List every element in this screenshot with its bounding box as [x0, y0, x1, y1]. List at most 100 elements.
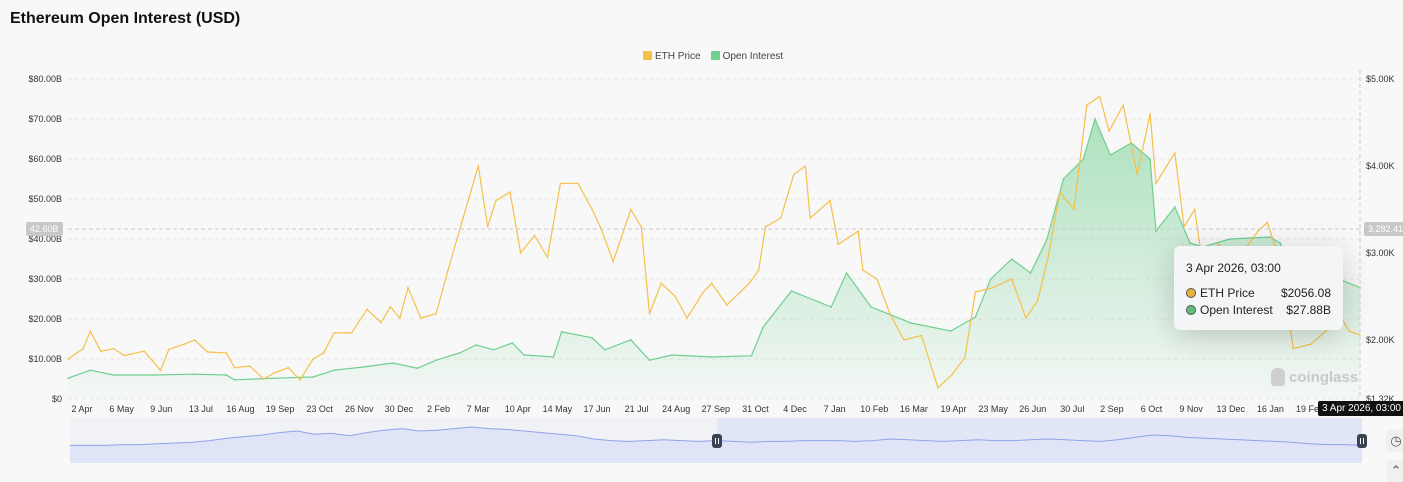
- tooltip: 3 Apr 2026, 03:00 ETH Price $2056.08 Ope…: [1174, 246, 1343, 330]
- y-left-tick-label: $50.00B: [28, 194, 62, 204]
- eth-price-point: [112, 347, 115, 350]
- reset-zoom-button[interactable]: ◷: [1386, 430, 1403, 452]
- eth-price-point: [380, 321, 382, 324]
- eth-price-point: [1108, 130, 1110, 132]
- eth-price-point: [1010, 278, 1013, 280]
- eth-price-point: [757, 269, 760, 272]
- eth-price-point: [206, 351, 209, 353]
- eth-price-point: [477, 165, 480, 167]
- open-interest-point: [845, 272, 848, 274]
- x-tick-label: 16 Jan: [1257, 404, 1284, 414]
- navigator-handle[interactable]: [712, 434, 722, 448]
- x-tick-label: 30 Jul: [1060, 404, 1084, 414]
- open-interest-point: [1173, 206, 1176, 208]
- x-tick-label: 10 Apr: [505, 404, 531, 414]
- y-left-tick-label: $20.00B: [28, 314, 62, 324]
- x-tick-label: 2 Feb: [427, 404, 450, 414]
- open-interest-point: [762, 326, 765, 328]
- eth-price-point: [1309, 343, 1312, 346]
- tooltip-row-eth-price: ETH Price $2056.08: [1186, 286, 1331, 300]
- open-interest-point: [153, 374, 156, 376]
- open-interest-point: [790, 290, 793, 292]
- x-tick-label: 6 Oct: [1141, 404, 1163, 414]
- eth-price-point: [486, 226, 489, 228]
- page-title: Ethereum Open Interest (USD): [10, 10, 241, 27]
- eth-price-point: [937, 386, 939, 389]
- eth-price-point: [1257, 230, 1259, 232]
- x-tick-label: 14 May: [543, 404, 573, 414]
- legend-item-eth-price[interactable]: ETH Price: [643, 51, 701, 62]
- eth-price-point: [764, 226, 767, 228]
- legend-label: ETH Price: [655, 51, 701, 62]
- x-tick-label: 9 Nov: [1179, 404, 1203, 414]
- eth-price-point: [509, 191, 511, 193]
- coinglass-logo-icon: [1271, 368, 1285, 386]
- x-tick-label: 23 May: [978, 404, 1008, 414]
- open-interest-point: [629, 339, 632, 341]
- x-tick-label: 27 Sep: [702, 404, 731, 414]
- open-interest-point: [1046, 238, 1048, 240]
- y-left-tick-label: $10.00B: [28, 354, 62, 364]
- open-interest-point: [435, 359, 437, 362]
- eth-price-point: [1025, 317, 1027, 319]
- eth-price-point: [1348, 330, 1351, 332]
- eth-price-point: [495, 199, 497, 202]
- x-tick-label: 17 Jun: [583, 404, 610, 414]
- y-left-tick-label: $70.00B: [28, 114, 62, 124]
- eth-price-point: [1183, 226, 1185, 228]
- open-interest-point: [989, 278, 992, 280]
- open-interest-point: [1229, 238, 1231, 240]
- eth-price-point: [1086, 104, 1088, 106]
- y-right-tick-label: $4.00K: [1366, 161, 1395, 171]
- eth-price-point: [299, 379, 301, 381]
- eth-price-point: [809, 217, 811, 219]
- x-tick-label: 10 Feb: [860, 404, 888, 414]
- tooltip-row-open-interest: Open Interest $27.88B: [1186, 303, 1331, 317]
- open-interest-point: [552, 356, 555, 358]
- open-interest-point: [604, 349, 606, 351]
- eth-price-point: [876, 278, 878, 280]
- y-right-tick-label: $3.00K: [1366, 248, 1395, 258]
- eth-price-point: [67, 358, 69, 360]
- open-interest-point: [670, 354, 673, 356]
- x-tick-label: 7 Mar: [467, 404, 490, 414]
- x-tick-label: 21 Jul: [625, 404, 649, 414]
- navigator-handle[interactable]: [1357, 434, 1367, 448]
- eth-price-point: [435, 312, 437, 315]
- clock-icon: ◷: [1390, 433, 1402, 448]
- open-interest-point: [1149, 158, 1151, 160]
- x-tick-label: 7 Jan: [824, 404, 846, 414]
- eth-price-point: [1036, 299, 1039, 302]
- eth-price-point: [1359, 334, 1361, 336]
- open-interest-point: [475, 344, 477, 346]
- watermark-text: coinglass: [1289, 368, 1359, 386]
- legend-item-open-interest[interactable]: Open Interest: [710, 51, 784, 62]
- eth-price-point: [889, 312, 891, 315]
- eth-price-point: [420, 317, 422, 319]
- open-interest-point: [112, 374, 115, 376]
- legend-label: Open Interest: [722, 51, 784, 62]
- eth-price-point: [262, 378, 265, 380]
- open-interest-point: [523, 354, 525, 356]
- crosshair-right-label: 3,282.41: [1364, 222, 1403, 236]
- eth-price-point: [462, 217, 464, 219]
- eth-price-point: [686, 317, 688, 319]
- scroll-up-button[interactable]: ⌃: [1386, 460, 1403, 482]
- eth-price-point: [398, 317, 401, 319]
- x-tick-label: 9 Jun: [150, 404, 172, 414]
- eth-price-point: [629, 208, 632, 211]
- open-interest-point: [458, 352, 461, 354]
- open-interest-point: [273, 377, 276, 380]
- y-left-tick-label: $30.00B: [28, 274, 62, 284]
- eth-price-point: [804, 165, 807, 167]
- tooltip-label: ETH Price: [1200, 286, 1255, 300]
- chevron-up-icon: ⌃: [1390, 463, 1402, 478]
- open-interest-dot-icon: [1186, 305, 1196, 315]
- x-tick-label: 31 Oct: [742, 404, 769, 414]
- x-tick-label: 4 Dec: [783, 404, 807, 414]
- tooltip-value: $27.88B: [1286, 303, 1331, 317]
- chart-legend: ETH Price Open Interest: [643, 51, 783, 62]
- x-tick-label: 24 Aug: [662, 404, 690, 414]
- open-interest-point: [192, 373, 195, 376]
